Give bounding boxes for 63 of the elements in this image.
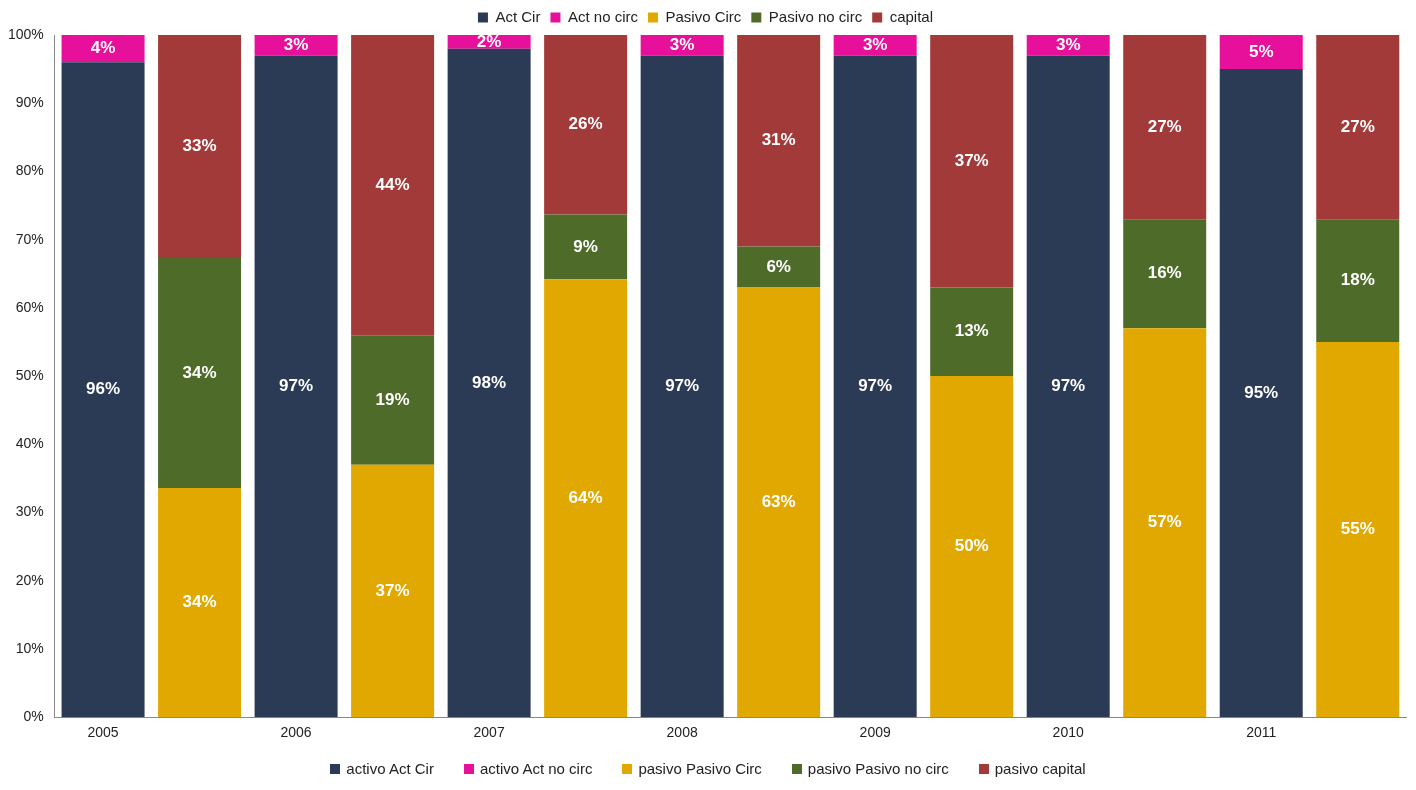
data-label: 27% (1147, 116, 1182, 136)
y-tick-label: 0% (23, 708, 44, 725)
y-tick-label: 30% (15, 503, 44, 520)
data-label: 26% (568, 114, 603, 134)
text: activo Act no circ (479, 760, 593, 777)
data-label: 2% (476, 31, 502, 51)
data-label: 27% (1340, 116, 1375, 136)
data-label: 3% (283, 34, 309, 54)
x-tick-label: 2006 (280, 724, 312, 741)
y-tick-label: 90% (15, 94, 44, 111)
data-label: 44% (375, 174, 410, 194)
x-tick-label: 2008 (666, 724, 698, 741)
data-label: 96% (86, 379, 121, 399)
data-label: 16% (1147, 263, 1182, 283)
x-tick-label: 2011 (1246, 724, 1277, 741)
data-label: 97% (665, 376, 700, 396)
data-label: 37% (954, 150, 989, 170)
y-tick-label: 40% (15, 435, 44, 452)
text: pasivo Pasivo no circ (807, 760, 949, 777)
y-tick-label: 10% (15, 639, 44, 656)
data-label: 34% (182, 362, 217, 382)
data-label: 55% (1340, 519, 1375, 539)
y-tick-label: 80% (15, 162, 44, 179)
x-tick-label: 2007 (473, 724, 505, 741)
y-tick-label: 60% (15, 298, 44, 315)
legend-label: capital (889, 7, 934, 25)
data-label: 3% (669, 34, 695, 54)
data-label: 6% (766, 256, 791, 276)
text: activo Act Cir (346, 760, 434, 777)
legend-label: Pasivo no circ (768, 7, 863, 25)
data-label: 31% (761, 130, 796, 150)
x-tick-label: 2010 (1052, 724, 1084, 741)
data-label: 98% (472, 372, 507, 392)
data-label: 4% (90, 38, 116, 58)
data-label: 64% (568, 487, 603, 507)
data-label: 57% (1147, 512, 1182, 532)
data-label: 13% (954, 321, 989, 341)
text: pasivo capital (994, 760, 1086, 777)
legend-label: Act Cir (495, 7, 541, 25)
x-tick-label: 2009 (859, 724, 891, 741)
data-label: 5% (1248, 41, 1274, 61)
data-label: 3% (862, 34, 888, 54)
y-tick-label: 70% (15, 230, 44, 247)
legend-label: Pasivo Circ (665, 7, 742, 25)
data-label: 34% (182, 592, 217, 612)
data-label: 9% (573, 236, 598, 256)
data-label: 63% (761, 491, 796, 511)
legend-label: Act no circ (567, 7, 639, 25)
data-label: 18% (1340, 270, 1375, 290)
data-label: 50% (954, 536, 989, 556)
data-label: 37% (375, 580, 410, 600)
y-tick-label: 50% (15, 366, 44, 383)
data-label: 95% (1244, 382, 1279, 402)
text: pasivo Pasivo Circ (638, 760, 762, 777)
data-label: 97% (1051, 376, 1086, 396)
y-tick-label: 100% (7, 25, 44, 42)
data-label: 33% (182, 136, 217, 156)
data-label: 97% (279, 376, 314, 396)
data-label: 97% (858, 376, 893, 396)
data-label: 3% (1055, 34, 1081, 54)
y-tick-label: 20% (15, 571, 44, 588)
x-tick-label: 2005 (87, 724, 119, 741)
data-label: 19% (375, 389, 410, 409)
